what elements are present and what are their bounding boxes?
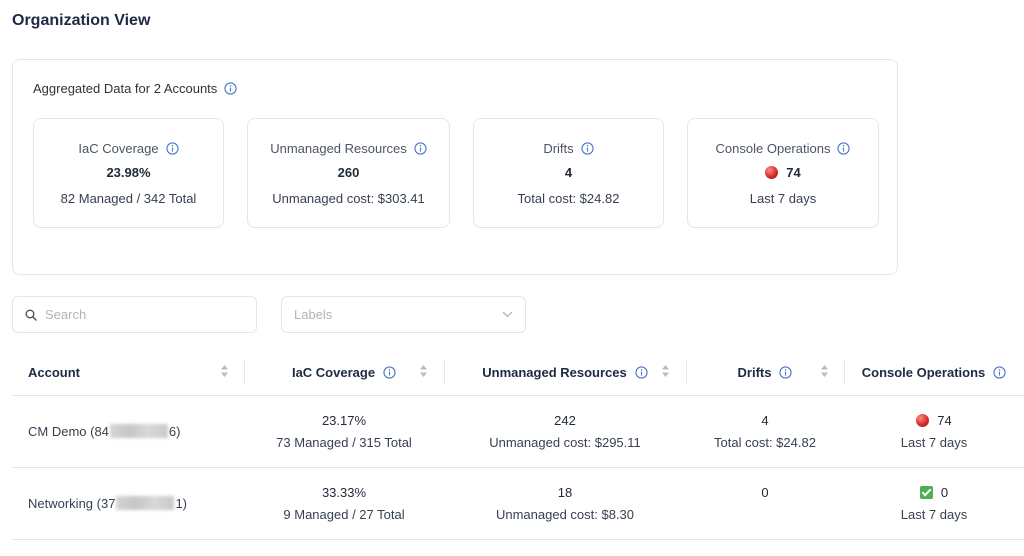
drifts-cell: 0	[686, 467, 844, 539]
column-divider	[686, 359, 687, 385]
table-row[interactable]: Networking (37 1) 33.33% 9 Managed / 27 T…	[12, 467, 1024, 540]
unmanaged-cost: Unmanaged cost: $8.30	[495, 507, 635, 522]
account-cell: Networking (37 1)	[28, 467, 187, 539]
account-name-suffix: 1)	[175, 495, 187, 511]
red-circle-icon	[765, 166, 779, 179]
drifts-count: 0	[761, 485, 769, 500]
drifts-cell: 4 Total cost: $24.82	[686, 395, 844, 467]
info-icon[interactable]	[581, 142, 594, 155]
metric-label: Unmanaged Resources	[270, 141, 407, 156]
drifts-cost: Total cost: $24.82	[714, 435, 816, 450]
info-icon[interactable]	[993, 365, 1006, 379]
metric-subtext: 82 Managed / 342 Total	[60, 191, 197, 206]
metric-label: Drifts	[543, 141, 574, 156]
column-divider	[244, 359, 245, 385]
column-header-unmanaged-resources[interactable]: Unmanaged Resources	[444, 349, 686, 395]
info-icon[interactable]	[383, 365, 396, 379]
sort-icon[interactable]	[820, 363, 829, 379]
metric-value: 4	[564, 165, 573, 180]
iac-coverage-cell: 23.17% 73 Managed / 315 Total	[244, 395, 444, 467]
metric-value: 23.98%	[106, 165, 151, 180]
column-header-drifts[interactable]: Drifts	[686, 349, 844, 395]
unmanaged-resources-cell: 242 Unmanaged cost: $295.11	[444, 395, 686, 467]
chevron-down-icon	[502, 311, 513, 318]
metric-value: 74	[786, 165, 801, 180]
info-icon[interactable]	[165, 142, 179, 155]
info-icon[interactable]	[414, 142, 427, 155]
redacted-account-id	[109, 424, 168, 438]
coverage-percent: 23.17%	[321, 413, 367, 428]
account-name-prefix: Networking (37	[28, 495, 116, 511]
metric-card-console-operations: Console Operations 74 Last 7 days	[687, 118, 879, 228]
sort-icon[interactable]	[419, 363, 428, 379]
metric-value: 260	[337, 165, 360, 180]
account-name-prefix: CM Demo (84	[28, 423, 109, 439]
aggregate-header: Aggregated Data for 2 Accounts	[33, 81, 237, 96]
aggregate-title: Aggregated Data for 2 Accounts	[33, 81, 218, 96]
unmanaged-count: 242	[554, 413, 576, 428]
info-icon[interactable]	[224, 82, 237, 95]
metric-label: Console Operations	[715, 141, 831, 156]
unmanaged-cost: Unmanaged cost: $295.11	[489, 435, 641, 450]
search-input[interactable]	[43, 306, 247, 323]
metric-subtext: Unmanaged cost: $303.41	[272, 191, 425, 206]
coverage-percent: 33.33%	[321, 485, 367, 500]
console-ops-count: 74	[937, 413, 952, 428]
table-row[interactable]: CM Demo (84 6) 23.17% 73 Managed / 315 To…	[12, 395, 1024, 468]
account-cell: CM Demo (84 6)	[28, 395, 180, 467]
labels-select[interactable]: Labels	[281, 296, 526, 333]
account-name-suffix: 6)	[168, 423, 181, 439]
column-divider	[844, 359, 845, 385]
info-icon[interactable]	[635, 365, 648, 379]
column-header-account[interactable]: Account	[28, 364, 80, 380]
drifts-count: 4	[761, 413, 769, 428]
page-title: Organization View	[12, 12, 151, 29]
sort-icon[interactable]	[220, 363, 229, 379]
metric-subtext: Total cost: $24.82	[517, 191, 620, 206]
console-ops-period: Last 7 days	[900, 507, 968, 522]
console-operations-cell: 0 Last 7 days	[844, 467, 1024, 539]
column-header-iac-coverage[interactable]: IaC Coverage	[244, 349, 444, 395]
console-ops-period: Last 7 days	[900, 435, 968, 450]
metric-label: IaC Coverage	[78, 141, 159, 156]
coverage-detail: 9 Managed / 27 Total	[283, 507, 405, 522]
search-box[interactable]	[12, 296, 257, 333]
coverage-detail: 73 Managed / 315 Total	[276, 435, 412, 450]
column-header-console-operations[interactable]: Console Operations	[844, 349, 1024, 395]
metric-card-drifts: Drifts 4 Total cost: $24.82	[473, 118, 664, 228]
metric-subtext: Last 7 days	[749, 191, 817, 206]
search-icon	[25, 309, 37, 321]
metric-card-unmanaged-resources: Unmanaged Resources 260 Unmanaged cost: …	[247, 118, 450, 228]
metric-card-iac-coverage: IaC Coverage 23.98% 82 Managed / 342 Tot…	[33, 118, 224, 228]
console-ops-count: 0	[940, 485, 949, 500]
info-icon[interactable]	[837, 142, 851, 155]
aggregate-card: Aggregated Data for 2 Accounts IaC Cover…	[12, 59, 898, 275]
labels-placeholder: Labels	[294, 307, 333, 322]
green-check-icon	[919, 486, 933, 499]
info-icon[interactable]	[779, 365, 793, 379]
sort-icon[interactable]	[661, 363, 670, 379]
iac-coverage-cell: 33.33% 9 Managed / 27 Total	[244, 467, 444, 539]
red-circle-icon	[916, 414, 930, 427]
console-operations-cell: 74 Last 7 days	[844, 395, 1024, 467]
table-header: Account IaC Coverage Unmanaged Resources…	[12, 349, 1024, 396]
unmanaged-resources-cell: 18 Unmanaged cost: $8.30	[444, 467, 686, 539]
redacted-account-id	[116, 496, 175, 510]
column-divider	[444, 359, 445, 385]
unmanaged-count: 18	[557, 485, 573, 500]
